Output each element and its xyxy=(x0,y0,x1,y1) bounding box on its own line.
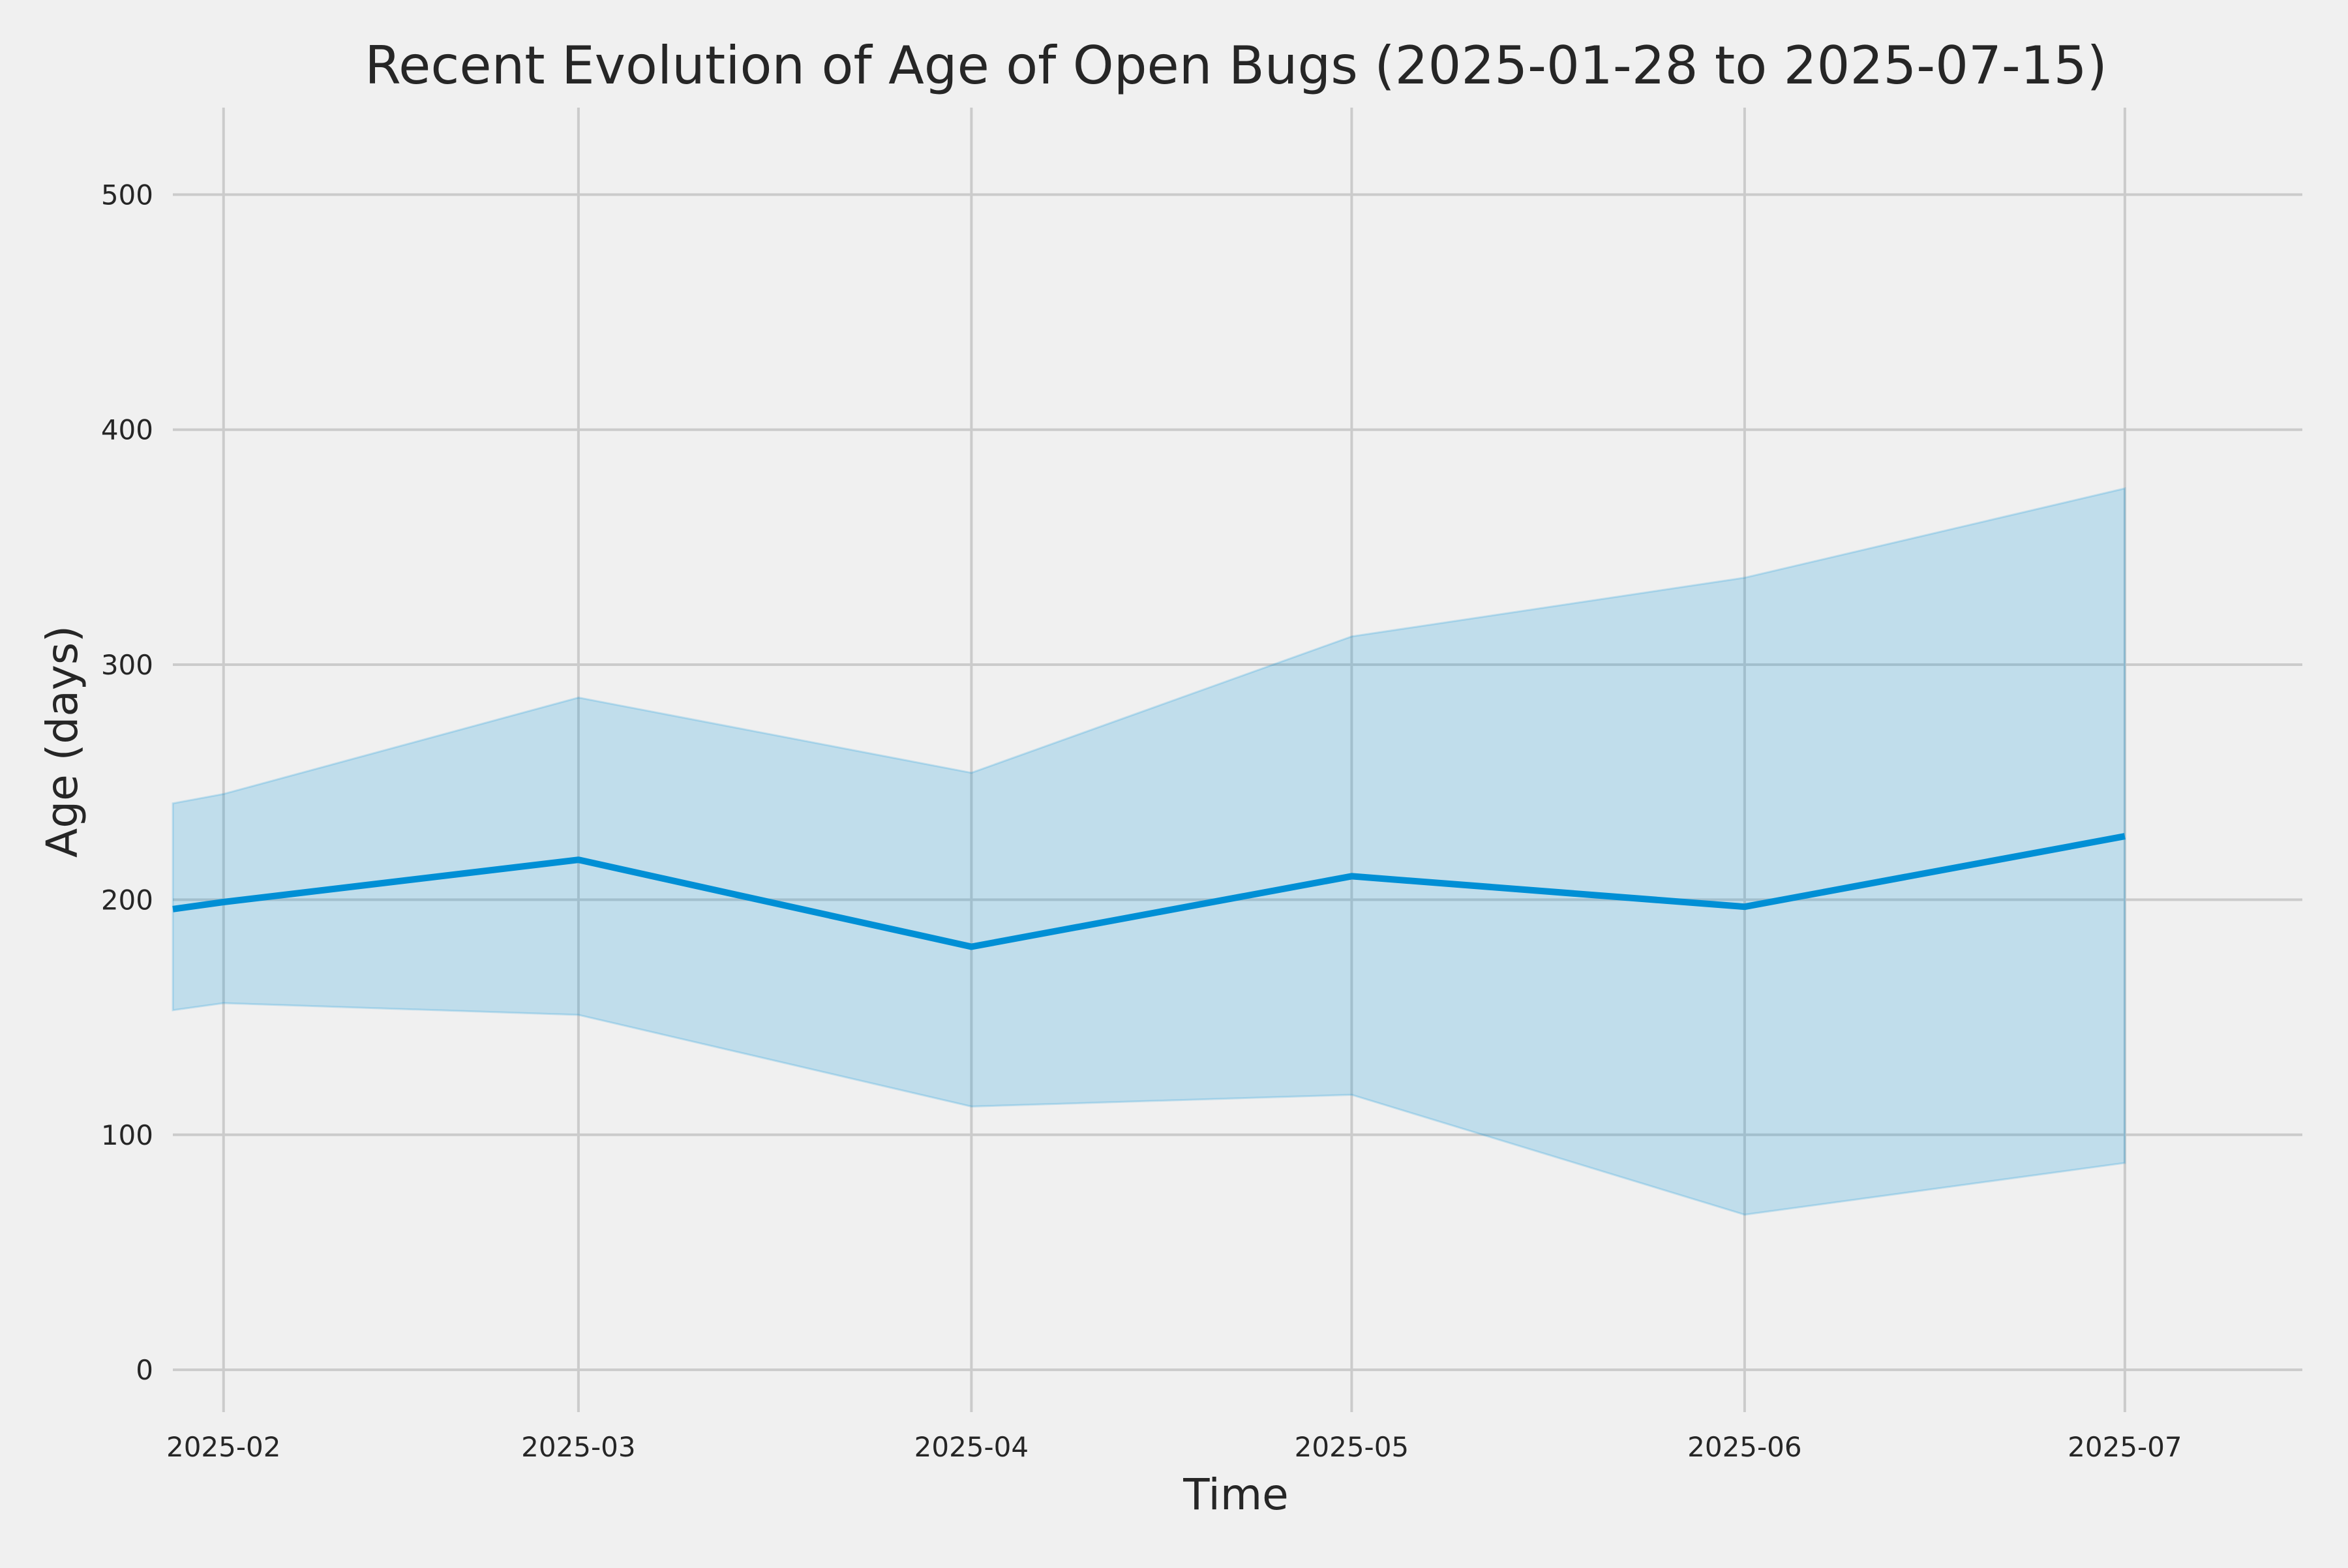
y-axis-label: Age (days) xyxy=(37,626,87,858)
x-tick-label: 2025-04 xyxy=(914,1431,1029,1463)
x-tick-label: 2025-07 xyxy=(2068,1431,2182,1463)
chart-title: Recent Evolution of Age of Open Bugs (20… xyxy=(365,35,2107,96)
series-line-layer xyxy=(172,833,2126,950)
y-tick-labels: 0 100 200 300 400 500 xyxy=(101,179,153,1386)
confidence-band xyxy=(172,487,2126,1216)
x-tick-label: 2025-03 xyxy=(521,1431,636,1463)
y-tick-label: 400 xyxy=(101,414,153,446)
y-tick-label: 300 xyxy=(101,649,153,681)
series-line xyxy=(172,833,2126,950)
x-tick-label: 2025-02 xyxy=(166,1431,281,1463)
x-axis-label: Time xyxy=(1182,1470,1289,1520)
y-tick-label: 0 xyxy=(136,1354,153,1386)
confidence-band-layer xyxy=(172,487,2126,1216)
y-tick-label: 200 xyxy=(101,884,153,916)
y-tick-label: 500 xyxy=(101,179,153,211)
grid xyxy=(173,108,2302,1412)
x-tick-labels: 2025-02 2025-03 2025-04 2025-05 2025-06 2025-… xyxy=(166,1431,2182,1463)
x-tick-label: 2025-06 xyxy=(1687,1431,1802,1463)
x-tick-label: 2025-05 xyxy=(1295,1431,1409,1463)
y-tick-label: 100 xyxy=(101,1119,153,1151)
